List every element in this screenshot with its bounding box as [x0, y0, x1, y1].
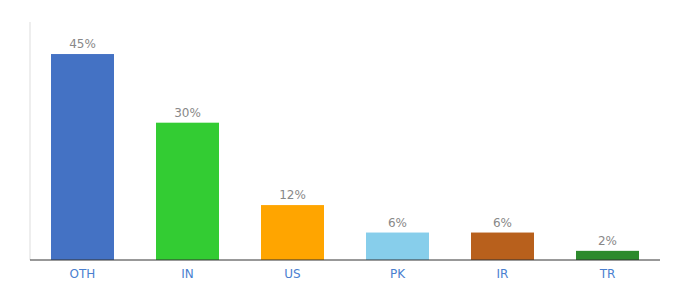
data-label: 12%	[279, 188, 306, 202]
data-label: 45%	[69, 37, 96, 51]
bar	[51, 54, 114, 260]
data-label: 6%	[388, 216, 407, 230]
bar	[366, 233, 429, 260]
x-tick-label: IR	[497, 267, 509, 281]
x-tick-label: IN	[181, 267, 194, 281]
data-label: 30%	[174, 106, 201, 120]
data-label: 2%	[598, 234, 617, 248]
chart-container: OTH IN US PK IR TR 45% 30% 12% 6% 6% 2%	[0, 0, 680, 300]
x-tick-label: US	[284, 267, 300, 281]
bar	[261, 205, 324, 260]
chart-svg: OTH IN US PK IR TR 45% 30% 12% 6% 6% 2%	[0, 0, 680, 300]
bar	[156, 123, 219, 260]
y-axis-line	[30, 22, 31, 260]
x-tick-label: TR	[599, 267, 616, 281]
x-axis-line	[30, 260, 660, 261]
x-tick-label: OTH	[70, 267, 96, 281]
data-label: 6%	[493, 216, 512, 230]
x-tick-label: PK	[390, 267, 406, 281]
bar	[471, 233, 534, 260]
bars	[51, 54, 639, 260]
bar	[576, 251, 639, 260]
